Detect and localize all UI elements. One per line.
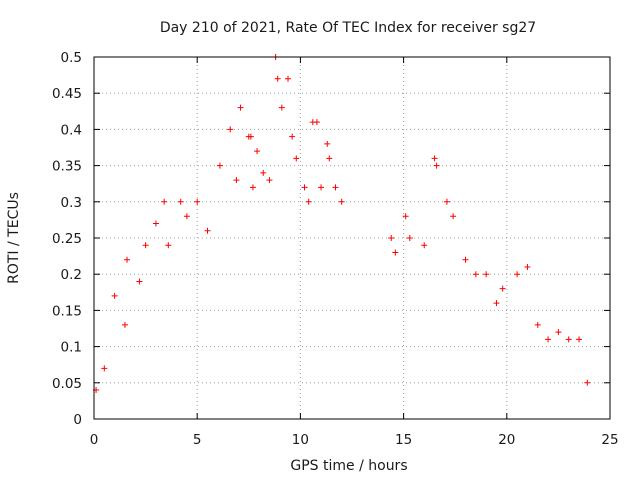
data-point bbox=[514, 271, 521, 278]
data-point bbox=[326, 155, 333, 162]
data-point bbox=[534, 321, 541, 328]
data-point bbox=[194, 198, 201, 205]
data-point bbox=[121, 321, 128, 328]
x-tick-label: 5 bbox=[193, 432, 202, 448]
data-point bbox=[101, 365, 108, 372]
data-point bbox=[254, 148, 261, 155]
data-point bbox=[388, 235, 395, 241]
y-tick-label: 0.1 bbox=[61, 340, 82, 356]
data-point bbox=[565, 336, 572, 343]
data-point bbox=[260, 169, 267, 176]
y-tick-label: 0.25 bbox=[52, 231, 82, 247]
data-point bbox=[152, 220, 159, 227]
data-point bbox=[305, 198, 312, 205]
data-point bbox=[278, 104, 285, 111]
y-tick-label: 0.2 bbox=[61, 267, 82, 283]
data-point bbox=[402, 213, 409, 220]
x-axis-label: GPS time / hours bbox=[290, 458, 407, 474]
data-point bbox=[165, 242, 172, 249]
data-point bbox=[443, 198, 450, 205]
data-point bbox=[524, 263, 531, 270]
y-tick-label: 0.45 bbox=[52, 86, 82, 102]
data-point bbox=[462, 256, 469, 263]
data-point bbox=[313, 119, 320, 126]
data-point bbox=[227, 126, 234, 133]
y-tick-label: 0.3 bbox=[61, 195, 82, 211]
data-point bbox=[433, 162, 440, 169]
data-point bbox=[136, 278, 143, 285]
data-point bbox=[545, 336, 552, 343]
axis-ticks bbox=[93, 56, 611, 420]
data-point bbox=[216, 162, 223, 169]
data-point bbox=[493, 300, 500, 307]
data-point bbox=[124, 256, 131, 263]
y-axis-label: ROTI / TECUs bbox=[6, 192, 22, 284]
y-tick-label: 0.4 bbox=[61, 122, 82, 138]
chart-title: Day 210 of 2021, Rate Of TEC Index for r… bbox=[160, 20, 536, 36]
data-point bbox=[450, 213, 457, 220]
grid-lines bbox=[94, 57, 610, 419]
data-point bbox=[111, 292, 118, 299]
data-point bbox=[483, 271, 490, 278]
x-tick-label: 0 bbox=[90, 432, 99, 448]
data-point bbox=[421, 242, 428, 249]
data-point bbox=[233, 177, 240, 184]
x-tick-labels: 0 5 10 15 20 25 bbox=[90, 432, 619, 448]
data-point bbox=[431, 155, 438, 162]
data-point bbox=[289, 133, 296, 140]
x-tick-label: 10 bbox=[292, 432, 309, 448]
data-point bbox=[177, 198, 184, 205]
x-tick-label: 15 bbox=[395, 432, 412, 448]
data-points bbox=[93, 54, 591, 394]
y-tick-label: 0.5 bbox=[61, 50, 82, 66]
data-point bbox=[324, 140, 331, 147]
data-point bbox=[406, 235, 413, 241]
data-point bbox=[332, 184, 339, 191]
data-point bbox=[161, 198, 168, 205]
y-tick-label: 0 bbox=[73, 412, 82, 428]
data-point bbox=[301, 184, 308, 191]
x-tick-label: 25 bbox=[601, 432, 618, 448]
y-tick-labels: 0 0.05 0.1 0.15 0.2 0.25 0.3 0.35 0.4 0.45 0.5 bbox=[52, 50, 82, 428]
data-point bbox=[392, 249, 399, 256]
data-point bbox=[285, 75, 292, 82]
data-point bbox=[266, 177, 273, 184]
data-point bbox=[318, 184, 325, 191]
y-tick-label: 0.15 bbox=[52, 303, 82, 319]
data-point bbox=[142, 242, 149, 249]
data-point bbox=[576, 336, 583, 343]
data-point bbox=[183, 213, 190, 220]
data-point bbox=[293, 155, 300, 162]
y-tick-label: 0.35 bbox=[52, 159, 82, 175]
data-point bbox=[499, 285, 506, 292]
data-point bbox=[584, 379, 591, 386]
data-point bbox=[204, 227, 211, 234]
data-point bbox=[247, 133, 254, 140]
x-tick-label: 20 bbox=[498, 432, 515, 448]
plot-frame bbox=[93, 56, 611, 420]
data-point bbox=[249, 184, 256, 191]
data-point bbox=[472, 271, 479, 278]
data-point bbox=[237, 104, 244, 111]
y-tick-label: 0.05 bbox=[52, 376, 82, 392]
data-point bbox=[338, 198, 345, 205]
data-point bbox=[274, 75, 281, 82]
data-point bbox=[555, 329, 562, 336]
